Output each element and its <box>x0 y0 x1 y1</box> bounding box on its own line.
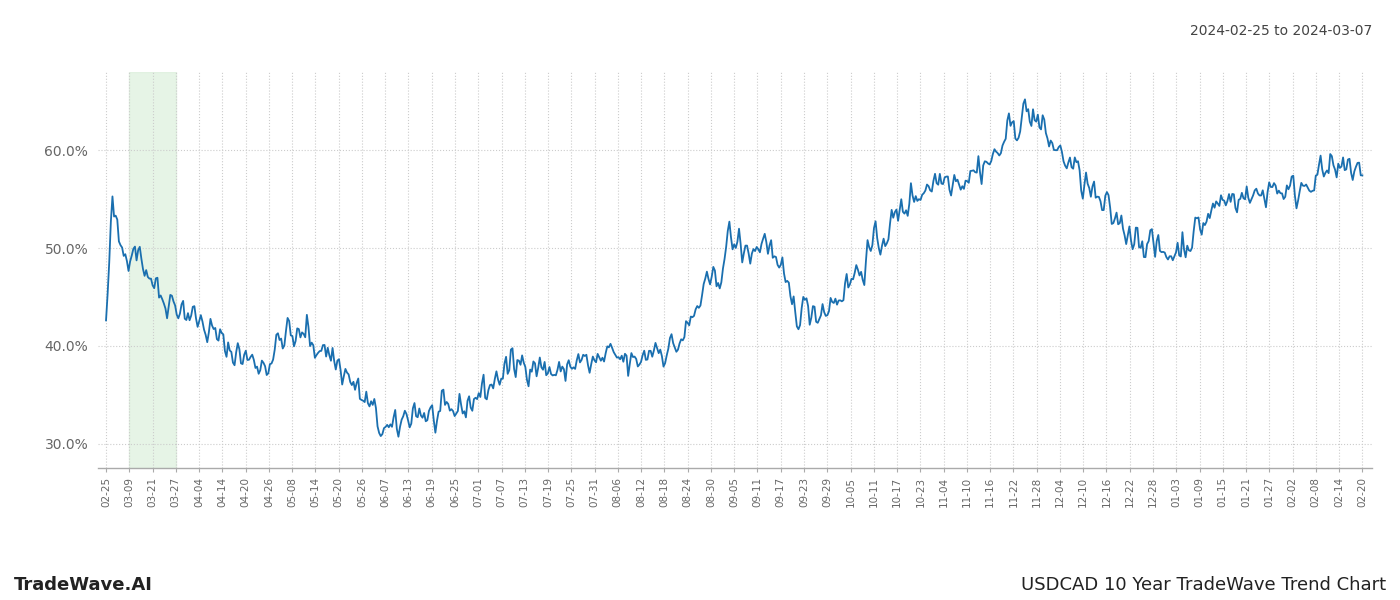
Bar <box>129 72 176 468</box>
Text: 2024-02-25 to 2024-03-07: 2024-02-25 to 2024-03-07 <box>1190 24 1372 38</box>
Text: TradeWave.AI: TradeWave.AI <box>14 576 153 594</box>
Text: USDCAD 10 Year TradeWave Trend Chart: USDCAD 10 Year TradeWave Trend Chart <box>1021 576 1386 594</box>
